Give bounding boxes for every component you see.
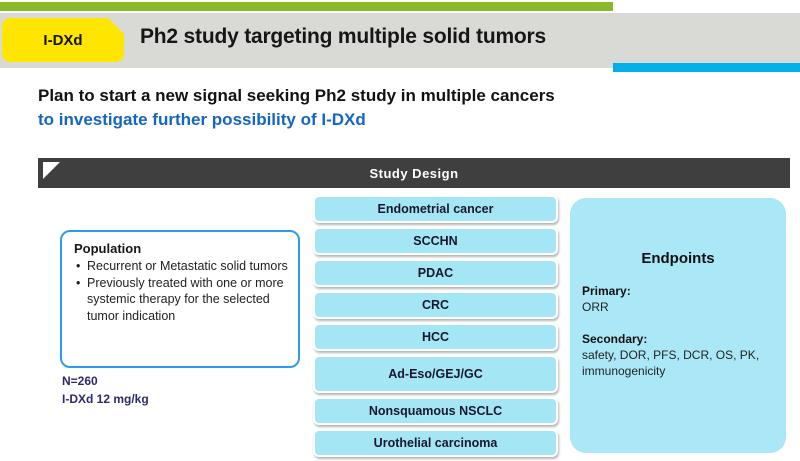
corner-triangle-icon <box>43 162 60 179</box>
population-box: Population Recurrent or Metastatic solid… <box>60 230 300 368</box>
tumor-type-box: CRC <box>313 291 558 319</box>
dose-label: I-DXd 12 mg/kg <box>62 392 149 406</box>
tumor-type-box: HCC <box>313 323 558 351</box>
tumor-type-box: Endometrial cancer <box>313 195 558 223</box>
header-band <box>0 13 800 68</box>
tumor-type-box: Ad-Eso/GEJ/GC <box>313 355 558 393</box>
slide-title: Ph2 study targeting multiple solid tumor… <box>140 25 547 48</box>
primary-endpoint-value: ORR <box>582 300 609 314</box>
primary-endpoint-block: Primary: ORR <box>582 283 774 315</box>
tumor-type-box: PDAC <box>313 259 558 287</box>
population-bullet: Previously treated with one or more syst… <box>74 275 288 325</box>
study-design-bar-label: Study Design <box>369 165 459 181</box>
endpoints-title: Endpoints <box>641 250 715 267</box>
header-blue-accent-bar <box>613 63 800 72</box>
study-design-bar: Study Design <box>38 158 790 188</box>
tumor-type-box: SCCHN <box>313 227 558 255</box>
secondary-endpoint-value: safety, DOR, PFS, DCR, OS, PK, immunogen… <box>582 348 760 378</box>
population-title: Population <box>74 241 142 256</box>
tumor-type-box: Urothelial carcinoma <box>313 429 558 457</box>
tumor-type-column: Endometrial cancer SCCHN PDAC CRC HCC Ad… <box>313 195 558 461</box>
product-badge: I-DXd <box>2 18 124 62</box>
product-badge-label: I-DXd <box>43 31 83 49</box>
secondary-endpoint-block: Secondary: safety, DOR, PFS, DCR, OS, PK… <box>582 331 774 379</box>
headline-line1: Plan to start a new signal seeking Ph2 s… <box>38 86 555 105</box>
sample-size-label: N=260 <box>62 374 98 388</box>
primary-endpoint-label: Primary: <box>582 284 631 298</box>
population-bullet: Recurrent or Metastatic solid tumors <box>74 258 288 275</box>
secondary-endpoint-label: Secondary: <box>582 332 648 346</box>
tumor-type-box: Nonsquamous NSCLC <box>313 397 558 425</box>
sample-size-block: N=260 I-DXd 12 mg/kg <box>62 372 149 408</box>
headline-line2: to investigate further possibility of I-… <box>38 110 366 129</box>
top-accent-bar <box>0 2 613 11</box>
headline: Plan to start a new signal seeking Ph2 s… <box>38 84 555 132</box>
endpoints-box: Endpoints Primary: ORR Secondary: safety… <box>570 198 786 453</box>
